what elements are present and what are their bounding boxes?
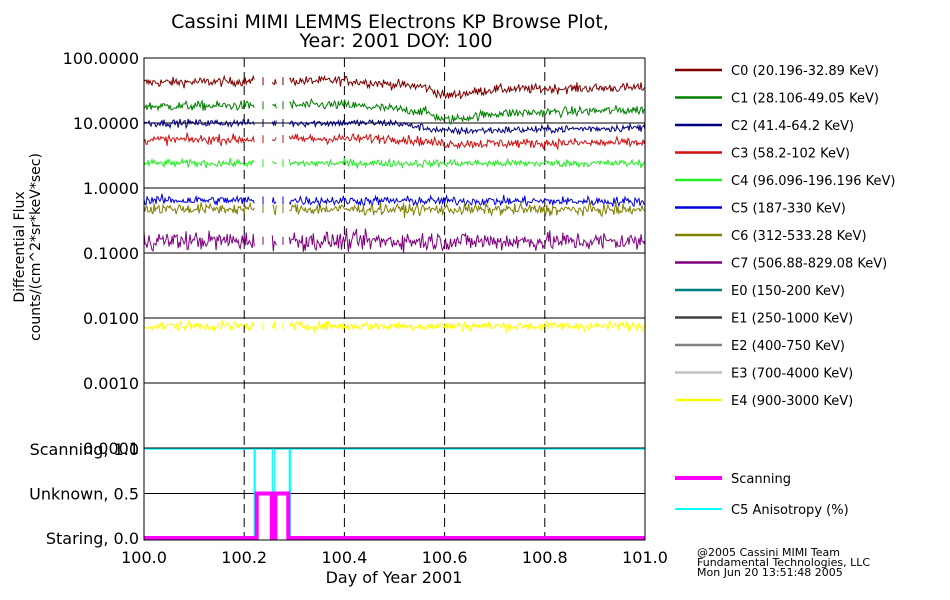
legend-label-c1: C1 (28.106-49.05 KeV) — [731, 92, 879, 107]
mode-y-tick-label: Unknown, 0.5 — [29, 485, 139, 504]
flux-y-tick-label: 0.0100 — [83, 309, 139, 328]
series-c7-line — [143, 228, 646, 254]
legend-label-e4: E4 (900-3000 KeV) — [731, 394, 853, 409]
legend-label-c5: C5 (187-330 KeV) — [731, 202, 846, 217]
legend-label-c2: C2 (41.4-64.2 KeV) — [731, 119, 854, 134]
flux-grid — [144, 58, 645, 448]
flux-y-tick-label: 100.0000 — [63, 49, 139, 68]
x-tick-label: 101.0 — [622, 548, 668, 567]
flux-y-tick-label: 0.1000 — [83, 244, 139, 263]
series-c5-line — [143, 193, 646, 208]
legend-label-e3: E3 (700-4000 KeV) — [731, 367, 853, 382]
flux-y-ticks: 100.0000 10.0000 1.0000 0.1000 0.0100 0.0010 0… — [63, 49, 139, 458]
legend-label-c0: C0 (20.196-32.89 KeV) — [731, 64, 879, 79]
flux-y-tick-label: 0.0010 — [83, 374, 139, 393]
series-c3-line — [143, 132, 646, 151]
legend-label-c6: C6 (312-533.28 KeV) — [731, 229, 867, 244]
y-axis-label-line1: Differential Flux — [12, 191, 28, 302]
legend-label-c7: C7 (506.88-829.08 KeV) — [731, 257, 887, 272]
credits-line3: Mon Jun 20 13:51:48 2005 — [697, 566, 843, 579]
flux-y-tick-label: 0.0001 — [83, 439, 139, 458]
x-axis-label: Day of Year 2001 — [326, 568, 463, 587]
legend-label-c5-anisotropy: C5 Anisotropy (%) — [731, 503, 849, 518]
mode-frame — [143, 447, 646, 541]
mode-panel: Scanning, 1.0 Unknown, 0.5 Staring, 0.0 — [29, 440, 646, 548]
legend-label-e1: E1 (250-1000 KeV) — [731, 312, 853, 327]
plot-title-line2: Year: 2001 DOY: 100 — [298, 30, 492, 52]
series-c4-line — [143, 157, 646, 169]
flux-series — [143, 74, 646, 334]
flux-y-tick-label: 10.0000 — [73, 114, 139, 133]
x-tick-label: 100.0 — [121, 548, 167, 567]
series-c2-line — [143, 118, 646, 136]
y-axis-label-line2: counts/(cm^2*sr*keV*sec) — [28, 153, 44, 341]
series-c1-line — [143, 97, 646, 126]
legend-label-c4: C4 (96.096-196.196 KeV) — [731, 174, 895, 189]
mode-legend: Scanning C5 Anisotropy (%) — [675, 472, 849, 518]
legend-label-e2: E2 (400-750 KeV) — [731, 339, 845, 354]
legend-label-e0: E0 (150-200 KeV) — [731, 284, 845, 299]
credits-line2: Fundamental Technologies, LLC — [697, 556, 870, 569]
y-axis-label: Differential Flux counts/(cm^2*sr*keV*se… — [12, 153, 44, 341]
legend-label-c3: C3 (58.2-102 KeV) — [731, 147, 850, 162]
flux-legend: C0 (20.196-32.89 KeV) C1 (28.106-49.05 Ke… — [675, 64, 895, 409]
legend-label-scanning: Scanning — [731, 472, 791, 487]
series-scanning-line — [144, 491, 645, 540]
mode-series — [144, 448, 645, 540]
x-tick-label: 100.8 — [522, 548, 568, 567]
x-axis-ticks: 100.0 100.2 100.4 100.6 100.8 101.0 — [121, 548, 668, 567]
series-c0-line — [143, 74, 646, 100]
plot-title-line1: Cassini MIMI LEMMS Electrons KP Browse P… — [171, 11, 609, 33]
flux-panel: 100.0000 10.0000 1.0000 0.1000 0.0100 0.0010 0… — [63, 49, 646, 458]
x-tick-label: 100.4 — [321, 548, 367, 567]
series-c6-line — [143, 201, 646, 218]
mode-y-ticks: Scanning, 1.0 Unknown, 0.5 Staring, 0.0 — [29, 440, 139, 548]
mode-grid — [144, 448, 645, 540]
x-tick-label: 100.2 — [221, 548, 267, 567]
mode-y-tick-label: Staring, 0.0 — [46, 529, 139, 548]
x-tick-label: 100.6 — [422, 548, 468, 567]
flux-y-tick-label: 1.0000 — [83, 179, 139, 198]
series-e4-line — [143, 319, 646, 334]
mode-y-tick-label: Scanning, 1.0 — [30, 440, 139, 459]
credits-line1: @2005 Cassini MIMI Team — [697, 546, 840, 559]
